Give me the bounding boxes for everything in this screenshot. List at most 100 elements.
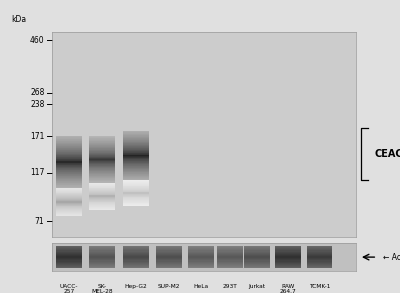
Bar: [244, 255, 270, 256]
Bar: [56, 209, 82, 210]
Bar: [244, 251, 270, 253]
Bar: [56, 251, 82, 253]
Bar: [56, 151, 82, 152]
Bar: [56, 258, 82, 259]
Bar: [89, 202, 115, 203]
Bar: [56, 175, 82, 176]
Bar: [56, 202, 82, 203]
Bar: [89, 190, 115, 191]
Bar: [123, 182, 148, 183]
Bar: [56, 163, 82, 164]
Bar: [89, 249, 115, 251]
Bar: [188, 258, 214, 259]
Bar: [123, 251, 148, 253]
Bar: [56, 198, 82, 199]
Bar: [156, 248, 182, 249]
Bar: [123, 134, 148, 135]
Bar: [56, 174, 82, 175]
Bar: [56, 256, 82, 257]
Bar: [217, 258, 243, 259]
Bar: [307, 253, 332, 254]
Bar: [188, 266, 214, 267]
Bar: [123, 247, 148, 248]
Bar: [123, 139, 148, 140]
Bar: [56, 184, 82, 185]
Bar: [89, 198, 115, 199]
Bar: [217, 262, 243, 263]
Bar: [123, 260, 148, 262]
Bar: [307, 267, 332, 268]
Text: 460: 460: [30, 36, 44, 45]
Bar: [89, 148, 115, 149]
Bar: [56, 150, 82, 151]
Bar: [89, 140, 115, 141]
Bar: [123, 149, 148, 150]
Bar: [244, 256, 270, 257]
Bar: [89, 258, 115, 259]
Bar: [217, 266, 243, 267]
Bar: [123, 200, 148, 201]
Bar: [89, 195, 115, 196]
Bar: [89, 182, 115, 183]
Bar: [89, 247, 115, 248]
Text: SUP-M2: SUP-M2: [158, 284, 180, 289]
Bar: [123, 177, 148, 178]
Bar: [56, 144, 82, 145]
Bar: [123, 179, 148, 180]
Bar: [156, 255, 182, 256]
Bar: [89, 176, 115, 177]
Bar: [89, 170, 115, 171]
Bar: [123, 199, 148, 200]
Bar: [89, 151, 115, 152]
Bar: [89, 180, 115, 181]
Bar: [89, 177, 115, 178]
Text: Jurkat: Jurkat: [249, 284, 266, 289]
Bar: [56, 254, 82, 255]
Bar: [244, 259, 270, 260]
Bar: [275, 263, 300, 264]
Bar: [123, 131, 148, 132]
Bar: [56, 197, 82, 198]
Bar: [56, 137, 82, 138]
Bar: [123, 248, 148, 249]
Bar: [89, 188, 115, 189]
Bar: [89, 171, 115, 172]
Bar: [123, 159, 148, 160]
Text: RAW
264.7: RAW 264.7: [279, 284, 296, 293]
Bar: [156, 258, 182, 259]
Bar: [188, 267, 214, 268]
Bar: [89, 159, 115, 160]
Bar: [275, 259, 300, 260]
Bar: [244, 247, 270, 248]
Bar: [123, 147, 148, 148]
Text: 238: 238: [30, 100, 44, 108]
Bar: [123, 267, 148, 268]
Bar: [56, 147, 82, 148]
Bar: [307, 266, 332, 267]
Bar: [89, 246, 115, 247]
Bar: [56, 193, 82, 195]
Bar: [56, 205, 82, 206]
Bar: [56, 183, 82, 184]
Bar: [89, 138, 115, 139]
Bar: [123, 194, 148, 195]
Text: 71: 71: [35, 217, 44, 226]
Bar: [56, 195, 82, 196]
Bar: [275, 246, 300, 247]
Bar: [244, 246, 270, 247]
Bar: [89, 162, 115, 163]
Bar: [244, 265, 270, 266]
Bar: [156, 257, 182, 258]
Bar: [89, 160, 115, 161]
Bar: [89, 184, 115, 185]
Bar: [275, 257, 300, 258]
Bar: [188, 249, 214, 251]
Bar: [89, 168, 115, 169]
Bar: [56, 188, 82, 189]
Bar: [89, 187, 115, 188]
Bar: [307, 248, 332, 249]
Bar: [156, 260, 182, 262]
Bar: [56, 253, 82, 254]
Bar: [89, 186, 115, 187]
Bar: [56, 166, 82, 167]
